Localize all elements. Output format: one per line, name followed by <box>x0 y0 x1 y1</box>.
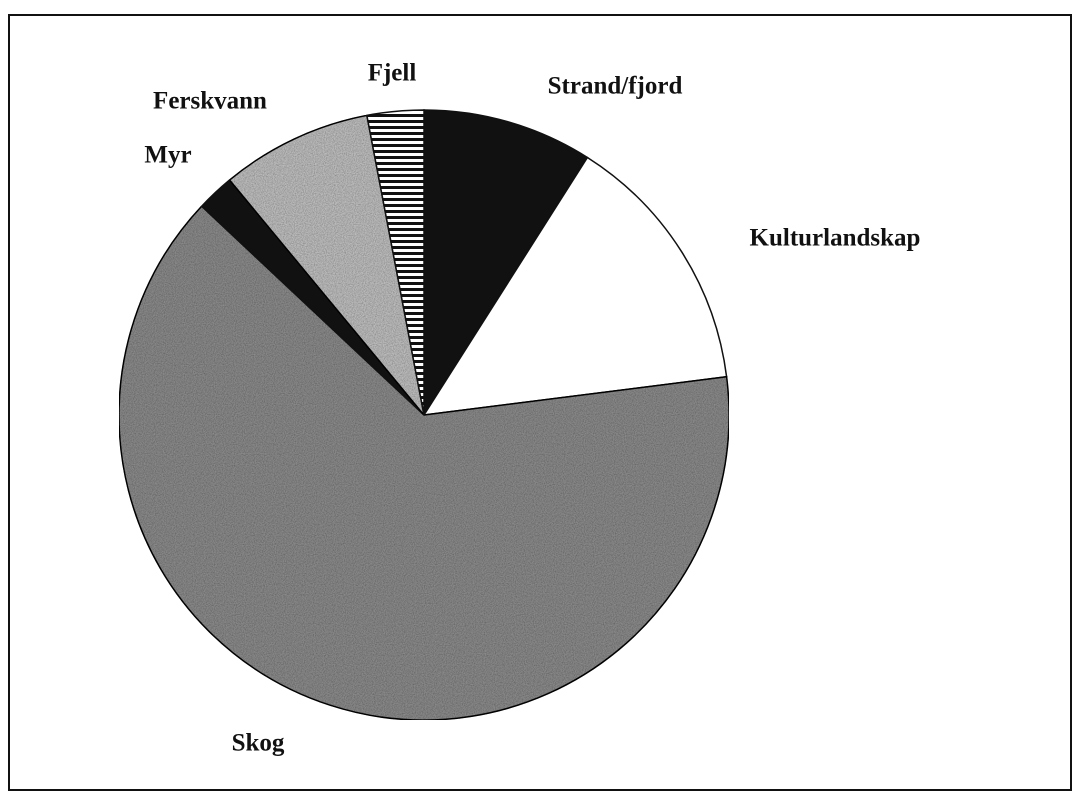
slice-label: Fjell <box>368 60 417 87</box>
pie-slice <box>365 109 425 416</box>
pie-slice <box>228 114 425 416</box>
slice-label: Kulturlandskap <box>750 225 921 252</box>
pie-slice <box>423 109 589 418</box>
pie-slice <box>422 156 728 416</box>
slice-label: Myr <box>144 142 191 169</box>
slice-label: Skog <box>232 730 285 757</box>
pie-slice <box>118 205 730 721</box>
slice-label: Ferskvann <box>153 88 267 115</box>
frame <box>8 14 1072 791</box>
slice-label: Strand/fjord <box>548 73 683 100</box>
